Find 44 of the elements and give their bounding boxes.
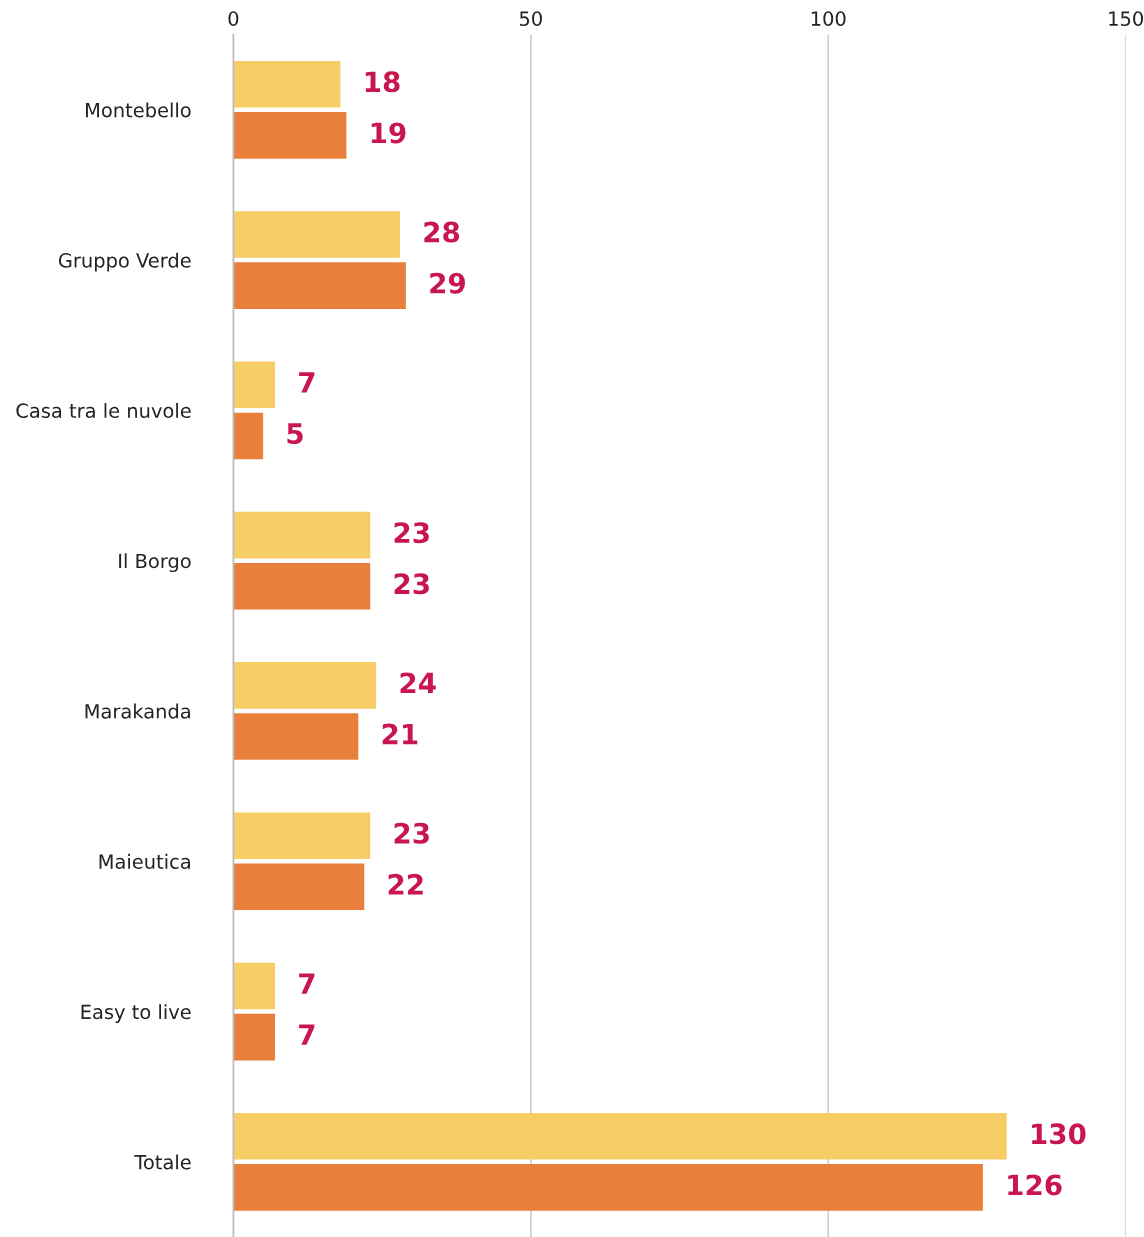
x-tick-label: 150 <box>1109 11 1143 27</box>
bar <box>233 863 365 911</box>
data-label: 22 <box>388 873 423 895</box>
bar <box>233 262 406 309</box>
x-tick-label: 0 <box>228 11 239 27</box>
bar <box>233 812 371 860</box>
data-label: 7 <box>299 973 315 994</box>
data-label: 24 <box>400 672 436 694</box>
x-tick-label: 50 <box>519 11 542 27</box>
bar <box>233 1013 276 1061</box>
bar <box>233 211 400 258</box>
bar <box>233 60 341 108</box>
y-tick-label: Maieutica <box>99 853 190 869</box>
bar <box>233 511 371 559</box>
bar <box>233 662 377 709</box>
data-label: 21 <box>382 723 418 745</box>
bar <box>233 112 347 159</box>
x-tick-label: 100 <box>811 11 846 27</box>
data-label: 130 <box>1032 1123 1086 1145</box>
y-tick-label: Gruppo Verde <box>58 252 191 272</box>
data-label: 23 <box>394 573 429 595</box>
data-label: 28 <box>424 221 460 243</box>
bar <box>233 412 264 460</box>
bar <box>233 1113 1007 1160</box>
bar <box>233 713 359 760</box>
data-label: 23 <box>394 522 429 544</box>
y-tick-label: Montebello <box>86 102 191 118</box>
bar <box>233 562 371 610</box>
y-tick-label: Totale <box>134 1154 191 1170</box>
data-label: 29 <box>430 272 465 294</box>
data-label: 5 <box>287 423 303 444</box>
data-label: 7 <box>299 372 315 393</box>
y-tick-label: Marakanda <box>85 703 190 719</box>
bar <box>233 1164 983 1211</box>
data-label: 126 <box>1008 1174 1062 1196</box>
bar <box>233 962 276 1010</box>
bar <box>233 361 276 409</box>
y-tick-label: Il Borgo <box>119 553 191 573</box>
data-label: 23 <box>394 822 429 844</box>
data-label: 18 <box>365 71 400 93</box>
data-label: 7 <box>299 1024 315 1045</box>
y-tick-label: Casa tra le nuvole <box>16 402 191 419</box>
y-tick-label: Easy to live <box>81 1004 191 1023</box>
data-label: 19 <box>371 122 406 144</box>
